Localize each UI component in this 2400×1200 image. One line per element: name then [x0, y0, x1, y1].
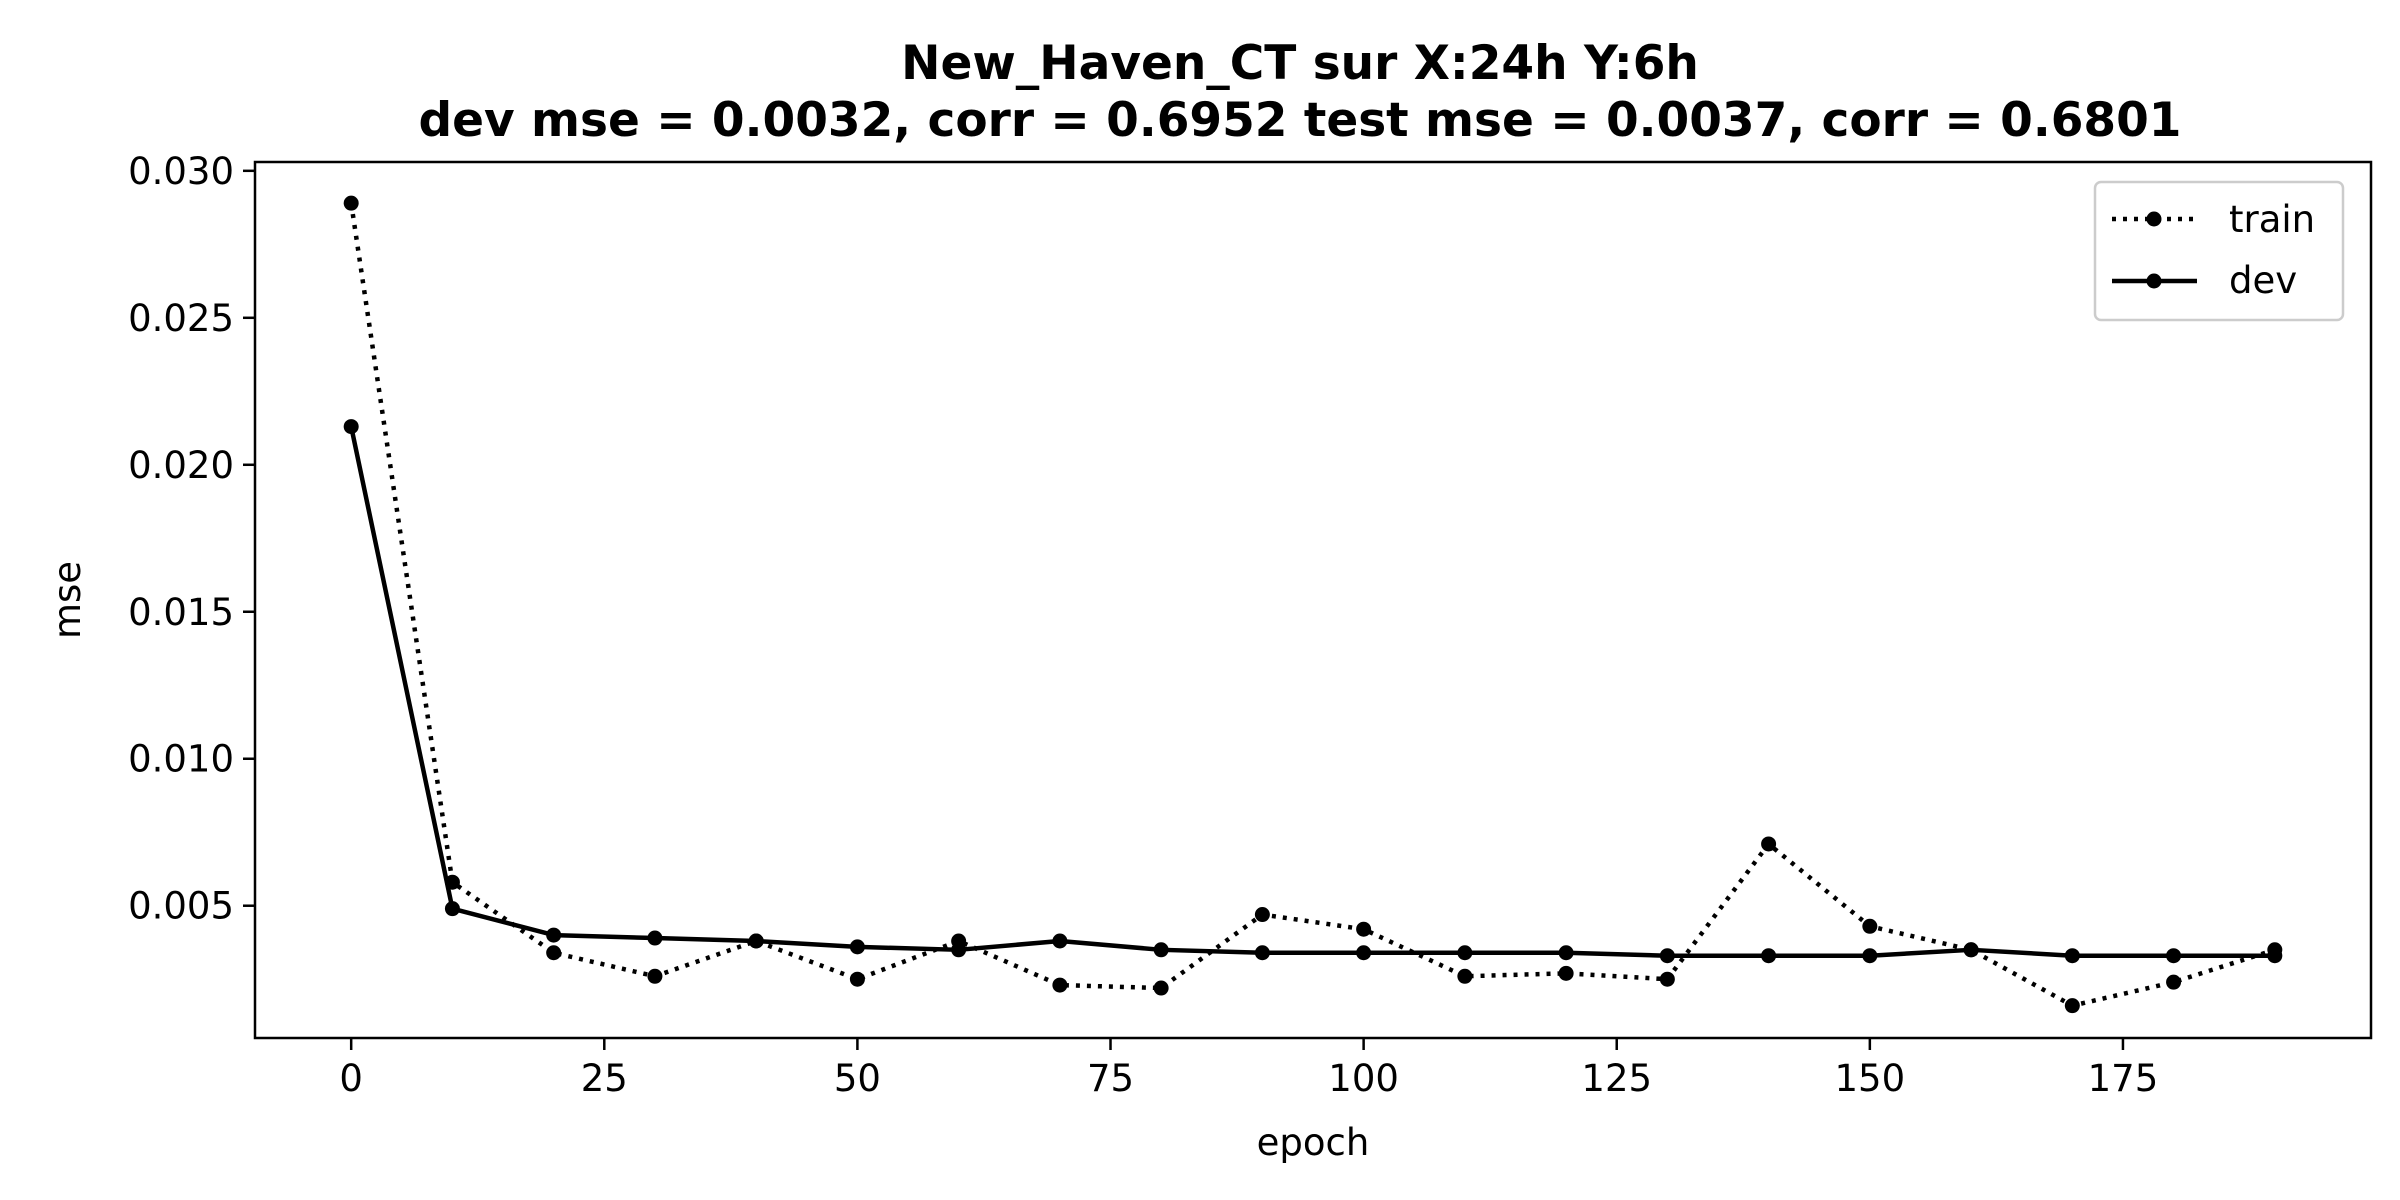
series-dev-point: [2166, 948, 2182, 964]
x-tick-label: 125: [1581, 1057, 1652, 1100]
series-dev-point: [546, 927, 562, 943]
series-train-point: [849, 971, 865, 987]
y-tick-label: 0.025: [128, 297, 234, 340]
legend-dev-marker: [2146, 273, 2162, 289]
series-train-point: [1862, 918, 1878, 934]
x-tick-label: 0: [339, 1057, 363, 1100]
series-dev-point: [849, 939, 865, 955]
series-dev-point: [1862, 948, 1878, 964]
x-tick-label: 175: [2088, 1057, 2159, 1100]
series-dev-point: [1153, 942, 1169, 958]
x-axis-label: epoch: [1257, 1121, 1370, 1164]
legend: train dev: [2093, 180, 2345, 322]
series-train-point: [1457, 968, 1473, 984]
series-dev-point: [1963, 942, 1979, 958]
plot-area: [253, 160, 2373, 1040]
x-tick-label: 50: [834, 1057, 881, 1100]
series-dev-point: [951, 942, 967, 958]
series-train-point: [1254, 907, 1270, 923]
series-train-point: [1356, 921, 1372, 937]
series-dev-point: [343, 419, 359, 435]
series-train-point: [1052, 977, 1068, 993]
y-tick-label: 0.020: [128, 444, 234, 487]
series-train-point: [2166, 974, 2182, 990]
series-dev-point: [1052, 933, 1068, 949]
legend-train-marker: [2146, 211, 2162, 227]
chart-title: New_Haven_CT sur X:24h Y:6h: [901, 36, 1699, 91]
series-train-point: [1558, 965, 1574, 981]
series-dev-point: [647, 930, 663, 946]
series-dev-line: [348, 426, 2275, 958]
y-axis: 0.005 0.010 0.015 0.020 0.025 0.030: [128, 150, 255, 928]
series-dev-point: [2267, 948, 2283, 964]
series-train-point: [1659, 971, 1675, 987]
chart-subtitle: dev mse = 0.0032, corr = 0.6952 test mse…: [418, 93, 2181, 148]
series-train-point: [1761, 836, 1777, 852]
x-tick-label: 75: [1087, 1057, 1134, 1100]
series-train-point: [546, 945, 562, 961]
series-dev-point: [1254, 945, 1270, 961]
series-train-point: [2064, 998, 2080, 1014]
y-tick-label: 0.015: [128, 591, 234, 634]
legend-dev-label: dev: [2229, 259, 2297, 302]
series-dev-point: [2064, 948, 2080, 964]
x-tick-label: 100: [1328, 1057, 1399, 1100]
series-train-point: [343, 195, 359, 211]
series-dev-point: [1558, 945, 1574, 961]
series-dev-point: [748, 933, 764, 949]
series-train-line: [348, 202, 2276, 1008]
y-axis-label: mse: [46, 561, 89, 639]
y-tick-label: 0.005: [128, 885, 234, 928]
series-dev-point: [1761, 948, 1777, 964]
x-tick-label: 150: [1835, 1057, 1906, 1100]
series-train-point: [1153, 980, 1169, 996]
x-tick-label: 25: [581, 1057, 628, 1100]
series-dev-point: [1457, 945, 1473, 961]
legend-train-label: train: [2229, 198, 2315, 241]
series-dev-point: [1659, 948, 1675, 964]
y-tick-label: 0.030: [128, 150, 234, 193]
series-dev-point: [444, 901, 460, 917]
series-dev-point: [1356, 945, 1372, 961]
series-train-point: [647, 968, 663, 984]
y-tick-label: 0.010: [128, 738, 234, 781]
series-layer: [343, 195, 2283, 1014]
x-axis: 0 25 50 75 100 125 150 175: [339, 1038, 2158, 1100]
